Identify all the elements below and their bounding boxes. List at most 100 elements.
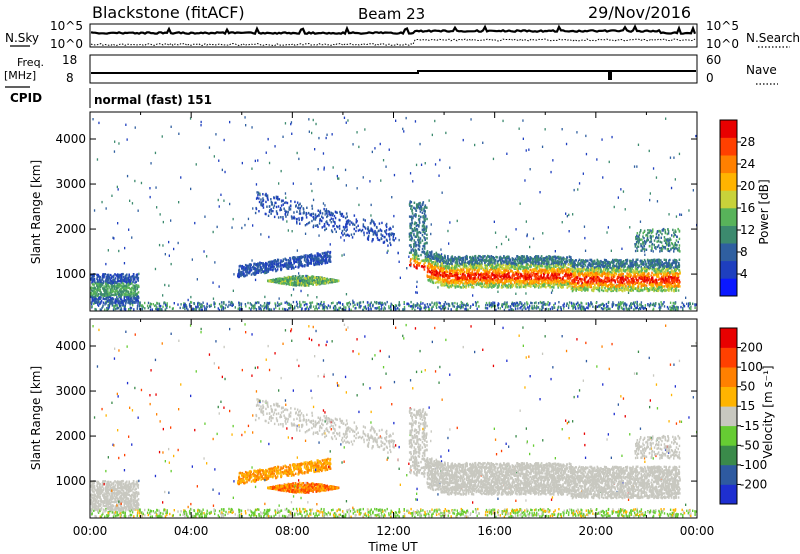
heatmap-cell — [458, 276, 461, 279]
heatmap-cell — [402, 308, 405, 311]
heatmap-cell — [258, 210, 260, 213]
heatmap-cell — [443, 303, 445, 306]
heatmap-cell — [112, 275, 115, 279]
heatmap-cell — [633, 308, 635, 311]
heatmap-cell — [370, 214, 372, 217]
heatmap-cell — [658, 306, 660, 309]
heatmap-cell — [126, 293, 129, 296]
heatmap-cell — [390, 302, 392, 305]
heatmap-cell — [286, 213, 289, 216]
heatmap-cell — [652, 278, 654, 282]
heatmap-cell — [329, 258, 331, 262]
heatmap-cell — [446, 277, 449, 280]
heatmap-cell — [130, 291, 133, 294]
heatmap-cell — [289, 208, 292, 211]
heatmap-cell — [529, 245, 531, 249]
heatmap-cell — [447, 307, 449, 310]
heatmap-cell — [364, 128, 366, 131]
heatmap-cell — [298, 255, 301, 259]
heatmap-cell — [124, 274, 127, 277]
heatmap-cell — [440, 253, 443, 256]
heatmap-cell — [429, 259, 431, 263]
heatmap-cell — [515, 292, 517, 295]
heatmap-cell — [315, 283, 317, 286]
heatmap-cell — [123, 307, 125, 311]
heatmap-cell — [463, 303, 465, 307]
heatmap-cell — [347, 222, 349, 225]
heatmap-cell — [459, 265, 461, 268]
heatmap-cell — [303, 256, 306, 260]
heatmap-cell — [431, 301, 433, 304]
heatmap-cell — [193, 302, 196, 306]
heatmap-cell — [461, 278, 463, 282]
heatmap-cell — [369, 180, 371, 183]
heatmap-cell — [96, 288, 99, 292]
heatmap-cell — [424, 265, 426, 268]
heatmap-cell — [391, 303, 393, 307]
heatmap-cell — [337, 279, 340, 283]
heatmap-cell — [109, 299, 111, 302]
heatmap-cell — [297, 258, 300, 261]
heatmap-cell — [310, 305, 312, 308]
heatmap-cell — [494, 231, 497, 234]
heatmap-cell — [290, 122, 292, 126]
heatmap-cell — [262, 203, 265, 206]
heatmap-cell — [224, 306, 226, 310]
heatmap-cell — [574, 262, 576, 266]
heatmap-cell — [323, 303, 325, 306]
heatmap-cell — [134, 297, 137, 301]
heatmap-cell — [120, 295, 122, 298]
heatmap-cell — [644, 280, 646, 283]
heatmap-cell — [92, 118, 94, 121]
heatmap-cell — [511, 302, 513, 306]
heatmap-cell — [464, 307, 466, 311]
heatmap-cell — [519, 275, 521, 278]
heatmap-cell — [305, 260, 307, 264]
heatmap-cell — [293, 267, 295, 270]
heatmap-cell — [111, 194, 113, 197]
heatmap-cell — [487, 260, 490, 263]
heatmap-cell — [446, 302, 448, 306]
heatmap-cell — [323, 259, 325, 263]
heatmap-cell — [250, 303, 252, 306]
heatmap-cell — [492, 261, 494, 265]
heatmap-cell — [643, 306, 646, 310]
heatmap-cell — [329, 219, 331, 222]
heatmap-cell — [245, 305, 247, 308]
heatmap-cell — [326, 222, 329, 226]
heatmap-cell — [104, 273, 106, 276]
heatmap-cell — [343, 232, 346, 235]
freq-series — [91, 70, 696, 80]
heatmap-cell — [190, 295, 192, 299]
heatmap-cell — [622, 301, 624, 304]
heatmap-cell — [387, 244, 389, 247]
heatmap-cell — [234, 306, 236, 309]
heatmap-cell — [559, 271, 561, 274]
heatmap-cell — [203, 250, 205, 253]
heatmap-cell — [458, 305, 460, 308]
heatmap-cell — [312, 279, 314, 283]
heatmap-cell — [626, 303, 628, 306]
heatmap-cell — [131, 304, 134, 307]
heatmap-cell — [296, 151, 298, 155]
heatmap-cell — [280, 282, 282, 285]
heatmap-cell — [136, 288, 138, 291]
heatmap-cell — [251, 306, 253, 310]
heatmap-cell — [324, 305, 326, 308]
heatmap-cell — [338, 308, 340, 311]
heatmap-cell — [127, 280, 130, 284]
heatmap-cell — [582, 307, 584, 310]
heatmap-cell — [309, 258, 312, 261]
heatmap-cell — [266, 197, 269, 200]
heatmap-cell — [116, 289, 118, 293]
heatmap-cell — [255, 301, 258, 305]
heatmap-cell — [399, 276, 401, 279]
heatmap-cell — [113, 301, 115, 304]
heatmap-cell — [512, 304, 515, 307]
heatmap-cell — [374, 229, 376, 233]
heatmap-cell — [327, 250, 329, 254]
heatmap-cell — [342, 215, 345, 218]
heatmap-cell — [124, 299, 127, 302]
heatmap-cell — [393, 214, 395, 218]
heatmap-cell — [256, 263, 258, 266]
